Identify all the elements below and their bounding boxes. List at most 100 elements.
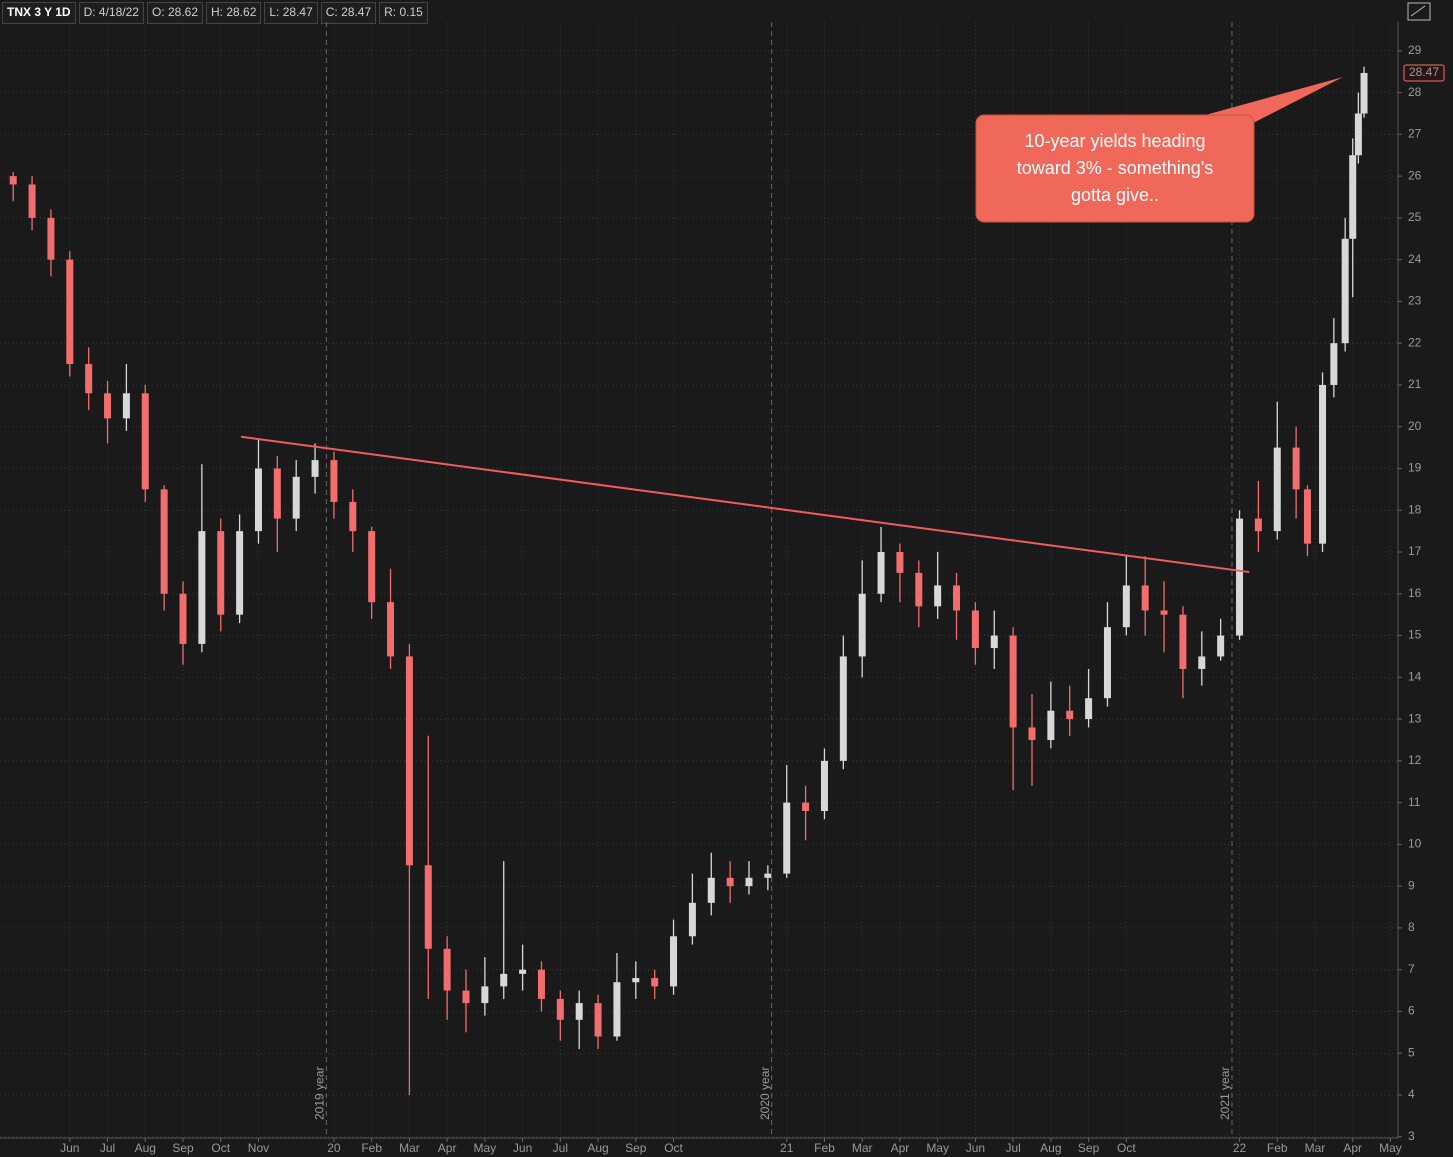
candle-body <box>141 393 149 490</box>
x-tick-label: Apr <box>1343 1141 1362 1155</box>
candle-body <box>820 760 828 811</box>
candle-body <box>405 656 413 866</box>
candle-body <box>273 468 281 519</box>
y-tick-label: 16 <box>1408 586 1422 600</box>
y-tick-label: 4 <box>1408 1087 1415 1101</box>
candle-body <box>764 873 772 878</box>
y-tick-label: 27 <box>1408 127 1422 141</box>
candle-body <box>575 1003 583 1020</box>
x-tick-label: Aug <box>1040 1141 1061 1155</box>
candle-body <box>745 877 753 887</box>
candle-body <box>349 501 357 532</box>
x-tick-label: Feb <box>814 1141 835 1155</box>
callout-text: toward 3% - something's <box>1017 158 1214 178</box>
header-field: O: 28.62 <box>146 2 203 24</box>
candle-body <box>179 593 187 644</box>
candle-body <box>66 259 74 365</box>
candle-body <box>726 877 734 887</box>
candle-body <box>311 460 319 477</box>
last-price-tag <box>1403 64 1445 82</box>
y-tick-label: 25 <box>1408 210 1422 224</box>
candle-body <box>1103 627 1111 699</box>
candle-body <box>292 476 300 519</box>
x-tick-label: Sep <box>625 1141 647 1155</box>
header: TNX 3 Y 1D D: 4/18/22 O: 28.62 H: 28.62 L: 2… <box>0 0 430 26</box>
y-tick-label: 14 <box>1408 669 1422 683</box>
y-tick-label: 28 <box>1408 85 1422 99</box>
x-tick-label: Jul <box>1005 1141 1020 1155</box>
candle-body <box>1028 727 1036 740</box>
candle-body <box>1354 113 1362 156</box>
candle-body <box>481 986 489 1004</box>
candle-body <box>1273 447 1281 532</box>
candle-body <box>368 531 376 603</box>
y-tick-label: 3 <box>1408 1129 1415 1143</box>
x-tick-label: Sep <box>172 1141 194 1155</box>
y-tick-label: 9 <box>1408 878 1415 892</box>
candle-body <box>47 217 55 260</box>
y-tick-label: 26 <box>1408 168 1422 182</box>
x-tick-label: Mar <box>399 1141 420 1155</box>
candle-body <box>443 948 451 991</box>
x-tick-label: Jun <box>60 1141 79 1155</box>
year-marker-label: 2019 year <box>313 1067 327 1120</box>
candle-body <box>1047 710 1055 740</box>
x-tick-label: Apr <box>438 1141 457 1155</box>
candle-body <box>1303 489 1311 544</box>
candle-body <box>1236 518 1244 636</box>
x-tick-label: Jun <box>966 1141 985 1155</box>
year-marker-label: 2021 year <box>1218 1067 1232 1120</box>
callout: 10-year yields heading toward 3% - someth… <box>975 77 1343 223</box>
x-tick-label: Jul <box>100 1141 115 1155</box>
x-tick-label: Aug <box>587 1141 608 1155</box>
candle-body <box>122 393 130 419</box>
candle-body <box>688 902 696 937</box>
y-tick-label: 15 <box>1408 628 1422 642</box>
candle-body <box>519 969 527 974</box>
candle-body <box>104 393 112 419</box>
candle-body <box>670 936 678 987</box>
y-tick-label: 19 <box>1408 461 1422 475</box>
x-tick-label: Oct <box>1117 1141 1136 1155</box>
candle-body <box>915 572 923 607</box>
y-tick-label: 7 <box>1408 962 1415 976</box>
y-tick-label: 12 <box>1408 753 1422 767</box>
x-tick-label: May <box>1379 1141 1402 1155</box>
header-field: D: 4/18/22 <box>78 2 144 24</box>
candle-body <box>1217 635 1225 657</box>
header-field: H: 28.62 <box>206 2 262 24</box>
candle-body <box>1160 610 1168 615</box>
y-tick-label: 24 <box>1408 252 1422 266</box>
candle-body <box>839 656 847 761</box>
y-tick-label: 23 <box>1408 294 1422 308</box>
x-tick-label: Nov <box>248 1141 269 1155</box>
y-tick-label: 17 <box>1408 544 1422 558</box>
y-tick-label: 13 <box>1408 711 1422 725</box>
candle-body <box>594 1003 602 1037</box>
candle-body <box>1349 155 1357 239</box>
header-field: C: 28.47 <box>320 2 377 24</box>
candle-body <box>1066 710 1074 720</box>
x-tick-label: 22 <box>1233 1141 1247 1155</box>
callout-text: gotta give.. <box>1071 185 1159 205</box>
header-field: TNX 3 Y 1D <box>2 2 76 24</box>
candle-body <box>9 176 17 185</box>
candle-body <box>500 973 508 987</box>
candle-body <box>1254 518 1262 532</box>
candle-body <box>85 364 93 394</box>
candle-body <box>1198 656 1206 669</box>
candle-body <box>28 184 36 218</box>
x-tick-label: Oct <box>664 1141 683 1155</box>
candle-body <box>990 635 998 649</box>
candle-body <box>802 802 810 811</box>
x-tick-label: Aug <box>135 1141 156 1155</box>
candle-body <box>877 552 885 594</box>
candle-body <box>783 802 791 874</box>
candle-body <box>1319 384 1327 544</box>
candle-body <box>971 610 979 649</box>
candle-body <box>556 998 564 1020</box>
candle-body <box>236 531 244 615</box>
last-price-label: 28.47 <box>1409 65 1439 79</box>
candle-body <box>953 585 961 611</box>
